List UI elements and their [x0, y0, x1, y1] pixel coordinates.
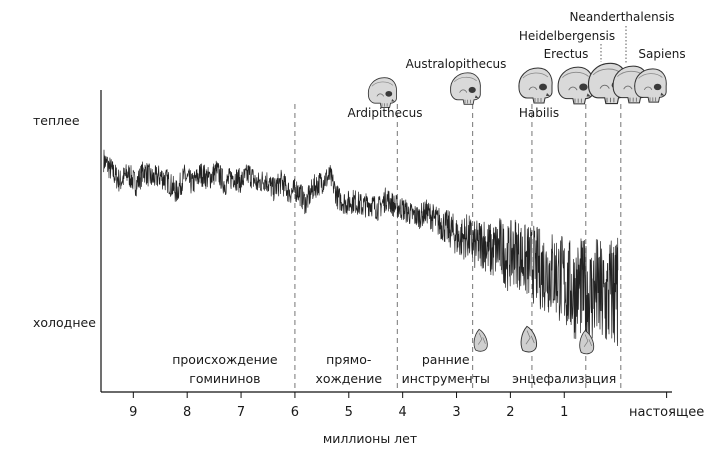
x-tick-label: 5 — [345, 405, 353, 420]
x-tick-label: 9 — [129, 405, 137, 420]
climate-series-line — [103, 149, 619, 348]
skull-icon — [518, 67, 553, 104]
x-tick-label: 3 — [452, 405, 460, 420]
phase-dividers — [294, 104, 622, 392]
species-label: Habilis — [519, 106, 559, 120]
phase-label: ранние — [422, 352, 470, 367]
phase-label: происхождение — [172, 352, 278, 367]
phase-label: прямо- — [326, 352, 371, 367]
skull-icon — [557, 66, 594, 105]
phase-labels: происхождение гомининов прямо-хождение ранн… — [172, 352, 616, 386]
x-tick-label: 6 — [291, 405, 299, 420]
species-label: Erectus — [544, 47, 589, 61]
phase-label: энцефализация — [512, 371, 616, 386]
phase-label: хождение — [315, 371, 382, 386]
x-ticks: 9 8 7 6 5 4 3 2 1 настоящее — [129, 392, 704, 420]
skull-icon — [450, 72, 481, 105]
x-tick-label: 1 — [560, 405, 568, 420]
species-label: Australopithecus — [406, 57, 507, 71]
x-tick-label: 7 — [237, 405, 245, 420]
x-tick-label: 2 — [506, 405, 514, 420]
species-label: Neanderthalensis — [569, 10, 674, 24]
species-label: Sapiens — [638, 47, 685, 61]
skull-icon — [634, 68, 667, 103]
skull-icon — [367, 77, 397, 108]
x-tick-label: 8 — [183, 405, 191, 420]
species-label: Ardipithecus — [348, 106, 423, 120]
stone-tool-icon — [520, 325, 538, 353]
x-tick-label: 4 — [399, 405, 407, 420]
y-label-colder: холоднее — [33, 315, 96, 330]
species-label: Heidelbergensis — [519, 29, 615, 43]
phase-label: инструменты — [402, 371, 490, 386]
stone-tools — [473, 325, 595, 355]
species-annotations: Ardipithecus Australopithecus Habilis Erect… — [348, 10, 686, 120]
stone-tool-icon — [473, 328, 488, 352]
x-axis-title: миллионы лет — [323, 431, 417, 446]
x-tick-label: настоящее — [629, 405, 704, 420]
phase-label: гомининов — [189, 371, 260, 386]
y-label-warmer: теплее — [33, 113, 80, 128]
stone-tool-icon — [579, 330, 595, 355]
